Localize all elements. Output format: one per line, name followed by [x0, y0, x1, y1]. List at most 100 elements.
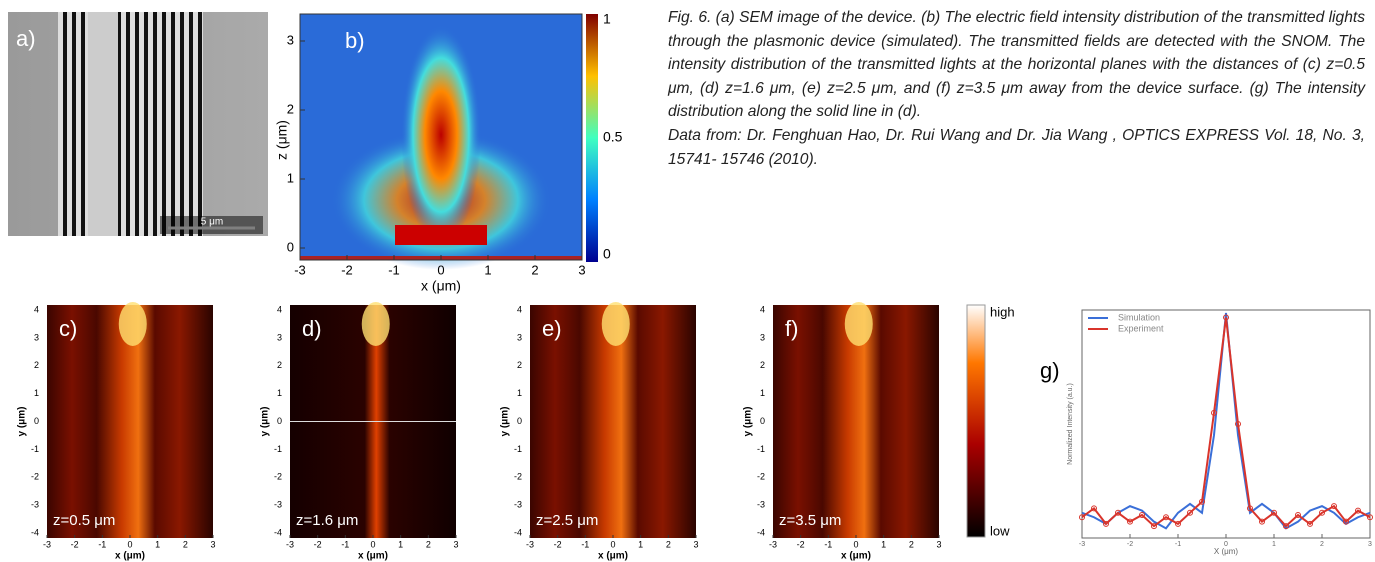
data-point: [1331, 503, 1337, 510]
x-tick-label: 3: [936, 539, 941, 549]
data-point: [1139, 512, 1145, 519]
data-point: [1199, 498, 1205, 505]
y-tick-label: -2: [514, 472, 522, 482]
data-point: [1115, 509, 1121, 516]
grating-center: [88, 12, 118, 236]
x-tick-label: 0: [127, 539, 132, 549]
data-point: [1127, 518, 1133, 525]
x-tick-label: -1: [388, 262, 400, 277]
data-point: [1079, 514, 1085, 521]
y-tick-label: -4: [274, 527, 282, 537]
field-base: [395, 225, 487, 245]
data-point: [1319, 509, 1325, 516]
x-tick-label: -3: [294, 262, 306, 277]
panel-label: g): [1040, 358, 1060, 383]
data-point: [1283, 523, 1289, 530]
x-axis-label: x (μm): [358, 551, 388, 562]
x-tick-label: -1: [341, 539, 349, 549]
y-tick-label: -3: [31, 500, 39, 510]
data-point: [1163, 514, 1169, 521]
data-point: [1187, 509, 1193, 516]
series-line: [1081, 317, 1371, 528]
panel-label: e): [542, 316, 562, 341]
data-point: [1211, 409, 1217, 416]
grating: [58, 12, 203, 236]
x-tick-label: 1: [484, 262, 491, 277]
panel-label: f): [785, 316, 798, 341]
y-tick-label: 0: [760, 416, 765, 426]
hotspot: [118, 301, 147, 346]
y-tick-label: 3: [287, 32, 294, 47]
x-tick-label: -1: [824, 539, 832, 549]
x-tick-label: -1: [1175, 541, 1181, 548]
y-tick-label: 4: [34, 304, 39, 314]
y-axis-label: Normalized Intensity (a.u.): [1067, 383, 1074, 465]
colorbar-tick-label: 0: [603, 246, 611, 262]
colorbar-low: low: [990, 523, 1010, 538]
plot-frame: [1081, 309, 1371, 539]
panel-note: z=1.6 μm: [296, 512, 358, 529]
y-tick-label: 2: [287, 101, 294, 116]
x-tick-label: 3: [210, 539, 215, 549]
x-tick-label: 0: [853, 539, 858, 549]
y-tick-label: 1: [517, 388, 522, 398]
x-tick-label: 1: [398, 539, 403, 549]
x-axis-label: x (μm): [598, 551, 628, 562]
x-tick-label: 0: [370, 539, 375, 549]
data-point: [1307, 520, 1313, 527]
y-tick-label: 1: [34, 388, 39, 398]
y-axis-label: y (μm): [743, 406, 754, 436]
x-tick-label: 2: [909, 539, 914, 549]
x-tick-label: 2: [426, 539, 431, 549]
data-point: [1175, 520, 1181, 527]
y-tick-label: 4: [277, 304, 282, 314]
x-axis-label: X (μm): [1214, 547, 1238, 556]
x-tick-label: 1: [881, 539, 886, 549]
x-axis-label: x (μm): [421, 278, 461, 294]
data-point: [1271, 509, 1277, 516]
y-tick-label: 0: [34, 416, 39, 426]
x-tick-label: 3: [1368, 541, 1372, 548]
y-axis-label: y (μm): [500, 406, 511, 436]
x-tick-label: 2: [1320, 541, 1324, 548]
panel-note: z=2.5 μm: [536, 512, 598, 529]
x-tick-label: 3: [578, 262, 585, 277]
data-point: [1247, 505, 1253, 512]
panel-label: a): [16, 26, 36, 51]
y-tick-label: -4: [757, 527, 765, 537]
y-tick-label: -3: [274, 500, 282, 510]
x-axis-label: x (μm): [115, 551, 145, 562]
legend-label: Simulation: [1118, 312, 1160, 322]
data-point: [1223, 314, 1229, 321]
y-tick-label: -3: [757, 500, 765, 510]
y-tick-label: 2: [517, 360, 522, 370]
data-point: [1355, 507, 1361, 514]
hotspot: [361, 301, 390, 346]
x-tick-label: -2: [797, 539, 805, 549]
y-tick-label: -2: [274, 472, 282, 482]
x-tick-label: -3: [43, 539, 51, 549]
field-focus: [401, 25, 481, 245]
data-point: [1295, 512, 1301, 519]
x-tick-label: -2: [314, 539, 322, 549]
y-tick-label: 4: [517, 304, 522, 314]
y-tick-label: -1: [514, 444, 522, 454]
x-axis-label: x (μm): [841, 551, 871, 562]
x-tick-label: -3: [526, 539, 534, 549]
y-tick-label: 0: [287, 239, 294, 254]
hotspot: [844, 301, 873, 346]
x-tick-label: -3: [1079, 541, 1085, 548]
x-tick-label: -1: [581, 539, 589, 549]
data-point: [1103, 520, 1109, 527]
y-axis-label: y (μm): [17, 406, 28, 436]
y-tick-label: 3: [517, 332, 522, 342]
colorbar-high: high: [990, 304, 1015, 319]
y-axis-label: y (μm): [260, 406, 271, 436]
x-tick-label: -1: [98, 539, 106, 549]
y-tick-label: -1: [757, 444, 765, 454]
caption-source: Data from: Dr. Fenghuan Hao, Dr. Rui Wan…: [668, 126, 1365, 168]
panel-note: z=3.5 μm: [779, 512, 841, 529]
panel-label: c): [59, 316, 77, 341]
